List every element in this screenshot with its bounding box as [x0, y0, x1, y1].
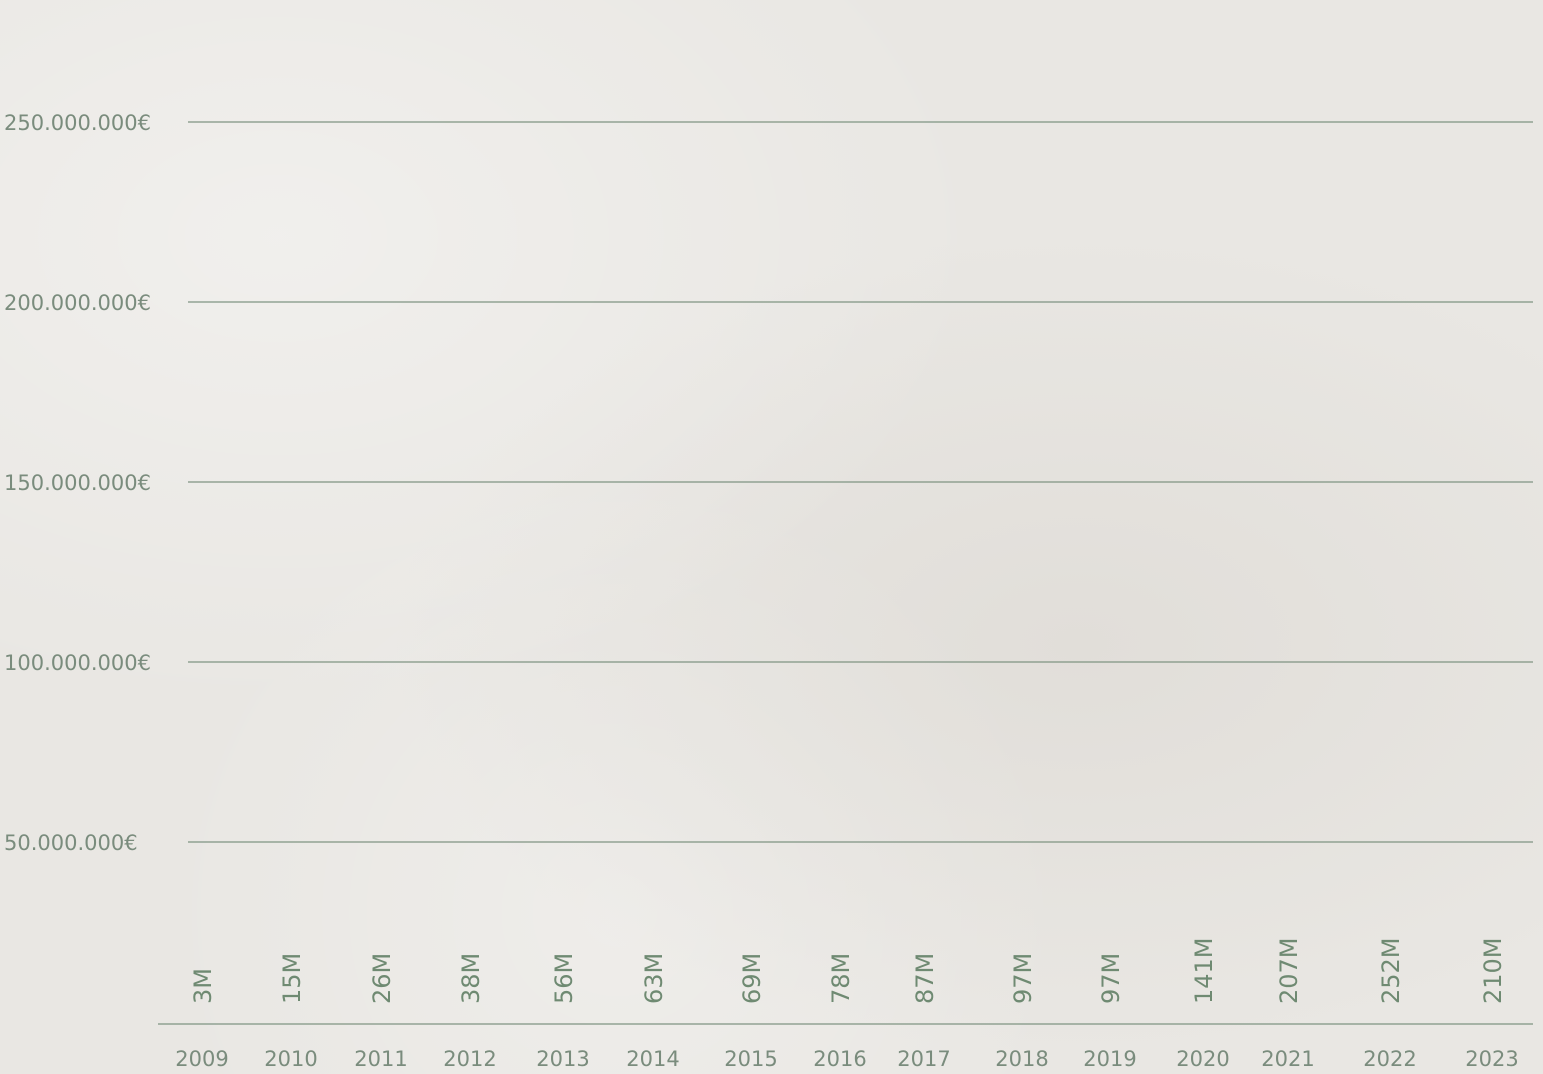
y-tick-label: 250.000.000€ — [4, 111, 151, 135]
data-label: 207M — [1275, 937, 1303, 1004]
x-tick-label: 2018 — [995, 1047, 1048, 1071]
data-label: 78M — [827, 953, 855, 1004]
x-tick-label: 2020 — [1176, 1047, 1229, 1071]
x-tick-label: 2023 — [1465, 1047, 1518, 1071]
x-tick-label: 2015 — [724, 1047, 777, 1071]
x-tick-label: 2013 — [536, 1047, 589, 1071]
x-tick-label: 2016 — [813, 1047, 866, 1071]
data-label: 38M — [457, 953, 485, 1004]
y-tick-label: 150.000.000€ — [4, 471, 151, 495]
x-tick-label: 2017 — [897, 1047, 950, 1071]
data-label: 3M — [189, 968, 217, 1004]
data-label: 69M — [738, 953, 766, 1004]
x-tick-label: 2019 — [1083, 1047, 1136, 1071]
data-label: 63M — [640, 953, 668, 1004]
y-axis-ticks: 50.000.000€ 100.000.000€ 150.000.000€ 200.0… — [4, 111, 151, 855]
data-label: 252M — [1377, 937, 1405, 1004]
data-labels: 3M 15M 26M 38M 56M 63M 69M 78M 87M 97M 97M 141M 207M… — [189, 937, 1507, 1004]
x-tick-label: 2021 — [1261, 1047, 1314, 1071]
y-tick-label: 50.000.000€ — [4, 831, 138, 855]
x-axis-ticks: 2009 2010 2011 2012 2013 2014 2015 2016 2017 2018… — [175, 1047, 1518, 1071]
y-tick-label: 100.000.000€ — [4, 651, 151, 675]
data-label: 141M — [1190, 937, 1218, 1004]
data-label: 26M — [368, 953, 396, 1004]
x-tick-label: 2012 — [443, 1047, 496, 1071]
grid-lines — [158, 121, 1533, 1025]
data-label: 97M — [1009, 953, 1037, 1004]
data-label: 56M — [550, 953, 578, 1004]
data-label: 87M — [911, 953, 939, 1004]
x-tick-label: 2010 — [264, 1047, 317, 1071]
x-tick-label: 2009 — [175, 1047, 228, 1071]
data-label: 97M — [1097, 953, 1125, 1004]
y-tick-label: 200.000.000€ — [4, 291, 151, 315]
x-tick-label: 2014 — [626, 1047, 679, 1071]
x-tick-label: 2022 — [1363, 1047, 1416, 1071]
data-label: 15M — [278, 953, 306, 1004]
x-tick-label: 2011 — [354, 1047, 407, 1071]
data-label: 210M — [1479, 937, 1507, 1004]
